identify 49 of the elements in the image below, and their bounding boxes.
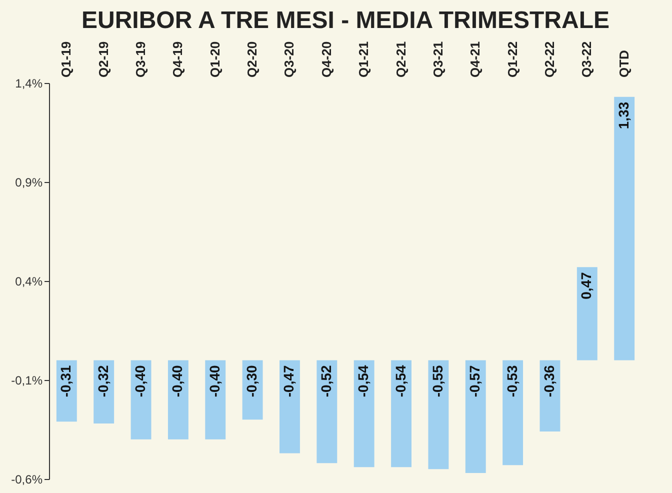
data-label: -0,32 [94,365,111,398]
y-tick-label: -0,1% [11,374,43,388]
chart-title: EURIBOR A TRE MESI - MEDIA TRIMESTRALE [82,6,610,34]
bar [391,360,412,468]
x-tick-label: Q4-21 [468,41,483,78]
y-tick-label: -0,6% [11,472,43,486]
data-label: -0,31 [58,365,74,398]
data-label: -0,53 [504,365,520,398]
data-label: -0,40 [169,365,186,398]
x-tick-label: Q2-21 [393,41,408,78]
x-tick-label: Q2-19 [96,41,111,78]
x-tick-label: Q3-19 [133,41,148,78]
data-label: -0,55 [429,365,446,398]
x-tick-label: Q4-19 [170,41,186,78]
x-tick-label: Q2-20 [244,41,260,78]
bar [205,360,226,440]
bar [465,360,486,474]
x-tick-label: QTD [616,50,632,78]
data-label: -0,40 [206,365,222,398]
y-tick-label: 0,9% [15,176,43,190]
data-label: -0,54 [392,365,408,398]
data-label: -0,47 [280,365,297,398]
data-label: 1,33 [615,102,632,130]
data-label: -0,40 [132,365,148,398]
bar [354,360,374,468]
bar [576,267,598,360]
data-label: -0,52 [318,365,334,398]
x-tick-label: Q2-22 [542,41,557,78]
bar [428,360,449,470]
x-tick-label: Q3-21 [430,41,446,78]
y-tick-label: 1,4% [15,76,43,90]
x-tick-label: Q1-19 [58,41,74,78]
data-label: -0,57 [466,365,483,398]
bar [280,360,300,454]
y-tick-label: 0,4% [15,274,43,288]
bar [614,96,635,360]
bar [168,360,188,440]
x-tick-label: Q1-20 [207,41,222,78]
data-label: 0,47 [578,272,594,300]
data-label: -0,54 [355,365,372,398]
bar [502,360,524,466]
bar [316,360,338,464]
x-tick-label: Q4-20 [318,41,334,78]
data-label: -0,36 [540,365,557,398]
data-label: -0,30 [244,365,260,398]
x-tick-label: Q1-22 [504,41,520,78]
x-tick-label: Q1-21 [356,41,372,78]
x-tick-label: Q3-22 [579,41,594,78]
x-tick-label: Q3-20 [282,41,297,78]
